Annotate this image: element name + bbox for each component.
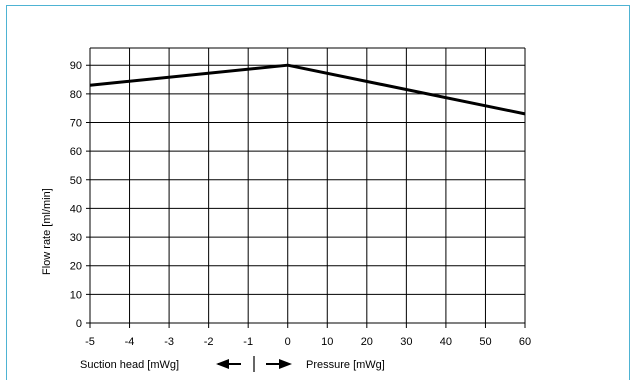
y-tick-label: 80 [70,89,82,101]
grid [86,47,526,328]
x-tick-label: -3 [164,336,174,348]
x-tick-label: -4 [125,336,135,348]
chart-frame [6,5,630,380]
x-tick-label: 0 [285,336,291,348]
x-tick-label: 30 [400,336,412,348]
y-tick-label: 50 [70,175,82,187]
y-tick-label: 30 [70,232,82,244]
y-tick-label: 70 [70,117,82,129]
x-tick-labels: -5 -4 -3 -2 -1 0 10 20 30 40 50 60 [85,336,531,348]
left-arrow-icon [216,359,229,369]
y-axis-label: Flow rate [ml/min] [41,188,53,275]
x-tick-label: -2 [204,336,214,348]
x-tick-label: -5 [85,336,95,348]
x-tick-label: 10 [321,336,333,348]
direction-arrows [216,356,292,372]
x-axis-label-suction: Suction head [mWg] [80,359,179,371]
y-tick-label: 20 [70,261,82,273]
y-tick-label: 90 [70,60,82,72]
y-tick-label: 0 [76,318,82,330]
x-tick-label: 20 [361,336,373,348]
series [89,63,526,116]
y-tick-label: 40 [70,203,82,215]
y-tick-label: 10 [70,289,82,301]
x-axis-label-pressure: Pressure [mWg] [306,359,385,371]
right-arrow-icon [279,359,292,369]
x-tick-label: 60 [519,336,531,348]
y-tick-label: 60 [70,146,82,158]
series-line [89,63,526,116]
y-tick-labels: 0 10 20 30 40 50 60 70 80 90 [70,60,82,330]
x-tick-label: 50 [479,336,491,348]
x-tick-label: 40 [440,336,452,348]
x-tick-label: -1 [243,336,253,348]
